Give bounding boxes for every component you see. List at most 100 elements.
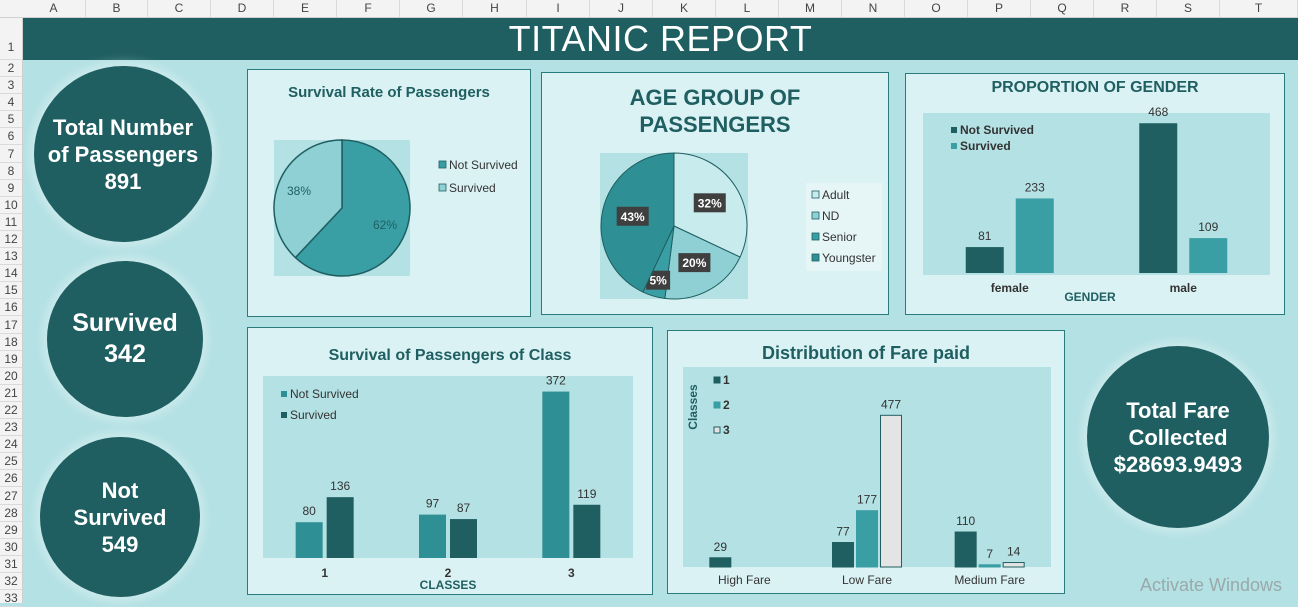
row-20[interactable]: 20: [0, 368, 22, 385]
column-B[interactable]: B: [86, 0, 148, 17]
age-group-chart[interactable]: AGE GROUP OF PASSENGERS 32% 20% 5% 43% Adult…: [541, 72, 889, 315]
category-label: male: [1170, 281, 1198, 295]
row-10[interactable]: 10: [0, 197, 22, 214]
row-28[interactable]: 28: [0, 505, 22, 522]
class-chart[interactable]: Survival of Passengers of Class 80 136 1 97…: [247, 327, 653, 595]
category-label: Medium Fare: [954, 573, 1025, 587]
row-7[interactable]: 7: [0, 146, 22, 163]
survival-rate-chart[interactable]: Survival Rate of Passengers 62% 38% Not Su…: [247, 69, 531, 317]
slice-label-box: [646, 270, 671, 290]
legend-swatch: [713, 426, 721, 434]
row-23[interactable]: 23: [0, 419, 22, 437]
row-27[interactable]: 27: [0, 488, 22, 505]
row-21[interactable]: 21: [0, 385, 22, 402]
column-E[interactable]: E: [274, 0, 337, 17]
row-5[interactable]: 5: [0, 111, 22, 129]
row-11[interactable]: 11: [0, 214, 22, 231]
row-26[interactable]: 26: [0, 470, 22, 488]
slice-survived: [273, 139, 343, 259]
kpi-total-label-2: of Passengers: [47, 141, 199, 167]
bar-value-label: 14: [1007, 545, 1021, 559]
row-6[interactable]: 6: [0, 128, 22, 146]
legend-swatch: [281, 391, 287, 397]
column-F[interactable]: F: [337, 0, 400, 17]
row-13[interactable]: 13: [0, 248, 22, 266]
legend-label: Not Survived: [449, 158, 518, 172]
bar-value-label: 87: [457, 501, 471, 515]
x-axis-title: CLASSES: [420, 578, 477, 592]
column-N[interactable]: N: [842, 0, 905, 17]
column-L[interactable]: L: [716, 0, 779, 17]
column-J[interactable]: J: [590, 0, 653, 17]
row-17[interactable]: 17: [0, 317, 22, 334]
legend-swatch: [951, 143, 957, 149]
row-12[interactable]: 12: [0, 231, 22, 249]
slice-label-box: [678, 253, 711, 273]
bar-value-label: 372: [546, 374, 566, 388]
row-14[interactable]: 14: [0, 265, 22, 283]
row-32[interactable]: 32: [0, 573, 22, 591]
legend-label: ND: [822, 209, 840, 223]
row-16[interactable]: 16: [0, 299, 22, 317]
column-M[interactable]: M: [779, 0, 842, 17]
column-I[interactable]: I: [527, 0, 590, 17]
bar-value-label: 29: [714, 540, 728, 554]
row-25[interactable]: 25: [0, 453, 22, 471]
column-G[interactable]: G: [400, 0, 463, 17]
row-15[interactable]: 15: [0, 282, 22, 300]
row-9[interactable]: 9: [0, 180, 22, 197]
legend-label: 2: [723, 398, 730, 412]
legend-swatch: [811, 190, 820, 199]
row-30[interactable]: 30: [0, 539, 22, 556]
fare-chart[interactable]: Distribution of Fare paid 29 High Fare 77 1…: [667, 330, 1065, 594]
column-K[interactable]: K: [653, 0, 716, 17]
row-3[interactable]: 3: [0, 77, 22, 95]
bar-not-survived-female: [965, 247, 1004, 273]
kpi-fare-label-2: Collected: [1128, 424, 1228, 450]
category-label: High Fare: [718, 573, 771, 587]
slice-label-box: [693, 193, 726, 213]
kpi-survived-label: Survived: [72, 309, 178, 337]
column-H[interactable]: H: [463, 0, 527, 17]
column-P[interactable]: P: [968, 0, 1031, 17]
column-D[interactable]: D: [211, 0, 274, 17]
column-C[interactable]: C: [148, 0, 211, 17]
row-22[interactable]: 22: [0, 402, 22, 420]
row-8[interactable]: 8: [0, 163, 22, 180]
fare-title: Distribution of Fare paid: [761, 343, 970, 363]
row-18[interactable]: 18: [0, 334, 22, 351]
column-S[interactable]: S: [1157, 0, 1220, 17]
row-19[interactable]: 19: [0, 351, 22, 368]
column-T[interactable]: T: [1220, 0, 1298, 17]
row-29[interactable]: 29: [0, 522, 22, 539]
row-24[interactable]: 24: [0, 436, 22, 454]
column-O[interactable]: O: [905, 0, 968, 17]
bar-survived-2: [450, 519, 477, 558]
bar-value-label: 468: [1148, 105, 1168, 119]
legend-label: Adult: [822, 188, 850, 202]
row-4[interactable]: 4: [0, 94, 22, 112]
row-1[interactable]: 1: [0, 18, 22, 60]
row-2[interactable]: 2: [0, 60, 22, 78]
row-33[interactable]: 33: [0, 590, 22, 607]
survival-rate-title: Survival Rate of Passengers: [288, 84, 490, 101]
column-A[interactable]: A: [22, 0, 86, 17]
category-label: 2: [445, 566, 452, 580]
legend-swatch: [713, 376, 721, 384]
legend-label: 3: [723, 423, 730, 437]
column-Q[interactable]: Q: [1031, 0, 1094, 17]
bar-3-medium-fare: [1002, 562, 1025, 568]
legend-swatch: [281, 412, 287, 418]
gender-chart[interactable]: PROPORTION OF GENDER 81 233 female 468 109 ma…: [905, 73, 1285, 315]
legend-swatch: [713, 401, 721, 409]
kpi-total-value: 891: [104, 168, 142, 194]
row-31[interactable]: 31: [0, 556, 22, 573]
kpi-not-survived: Not Survived 549: [40, 437, 200, 597]
bar-not-survived-3: [542, 391, 570, 558]
slice-not-survived: [294, 139, 411, 277]
slice-label: 38%: [287, 184, 311, 198]
slice-label: 20%: [682, 256, 706, 270]
legend-swatch: [438, 183, 447, 192]
column-R[interactable]: R: [1094, 0, 1157, 17]
bar-value-label: 97: [426, 497, 440, 511]
